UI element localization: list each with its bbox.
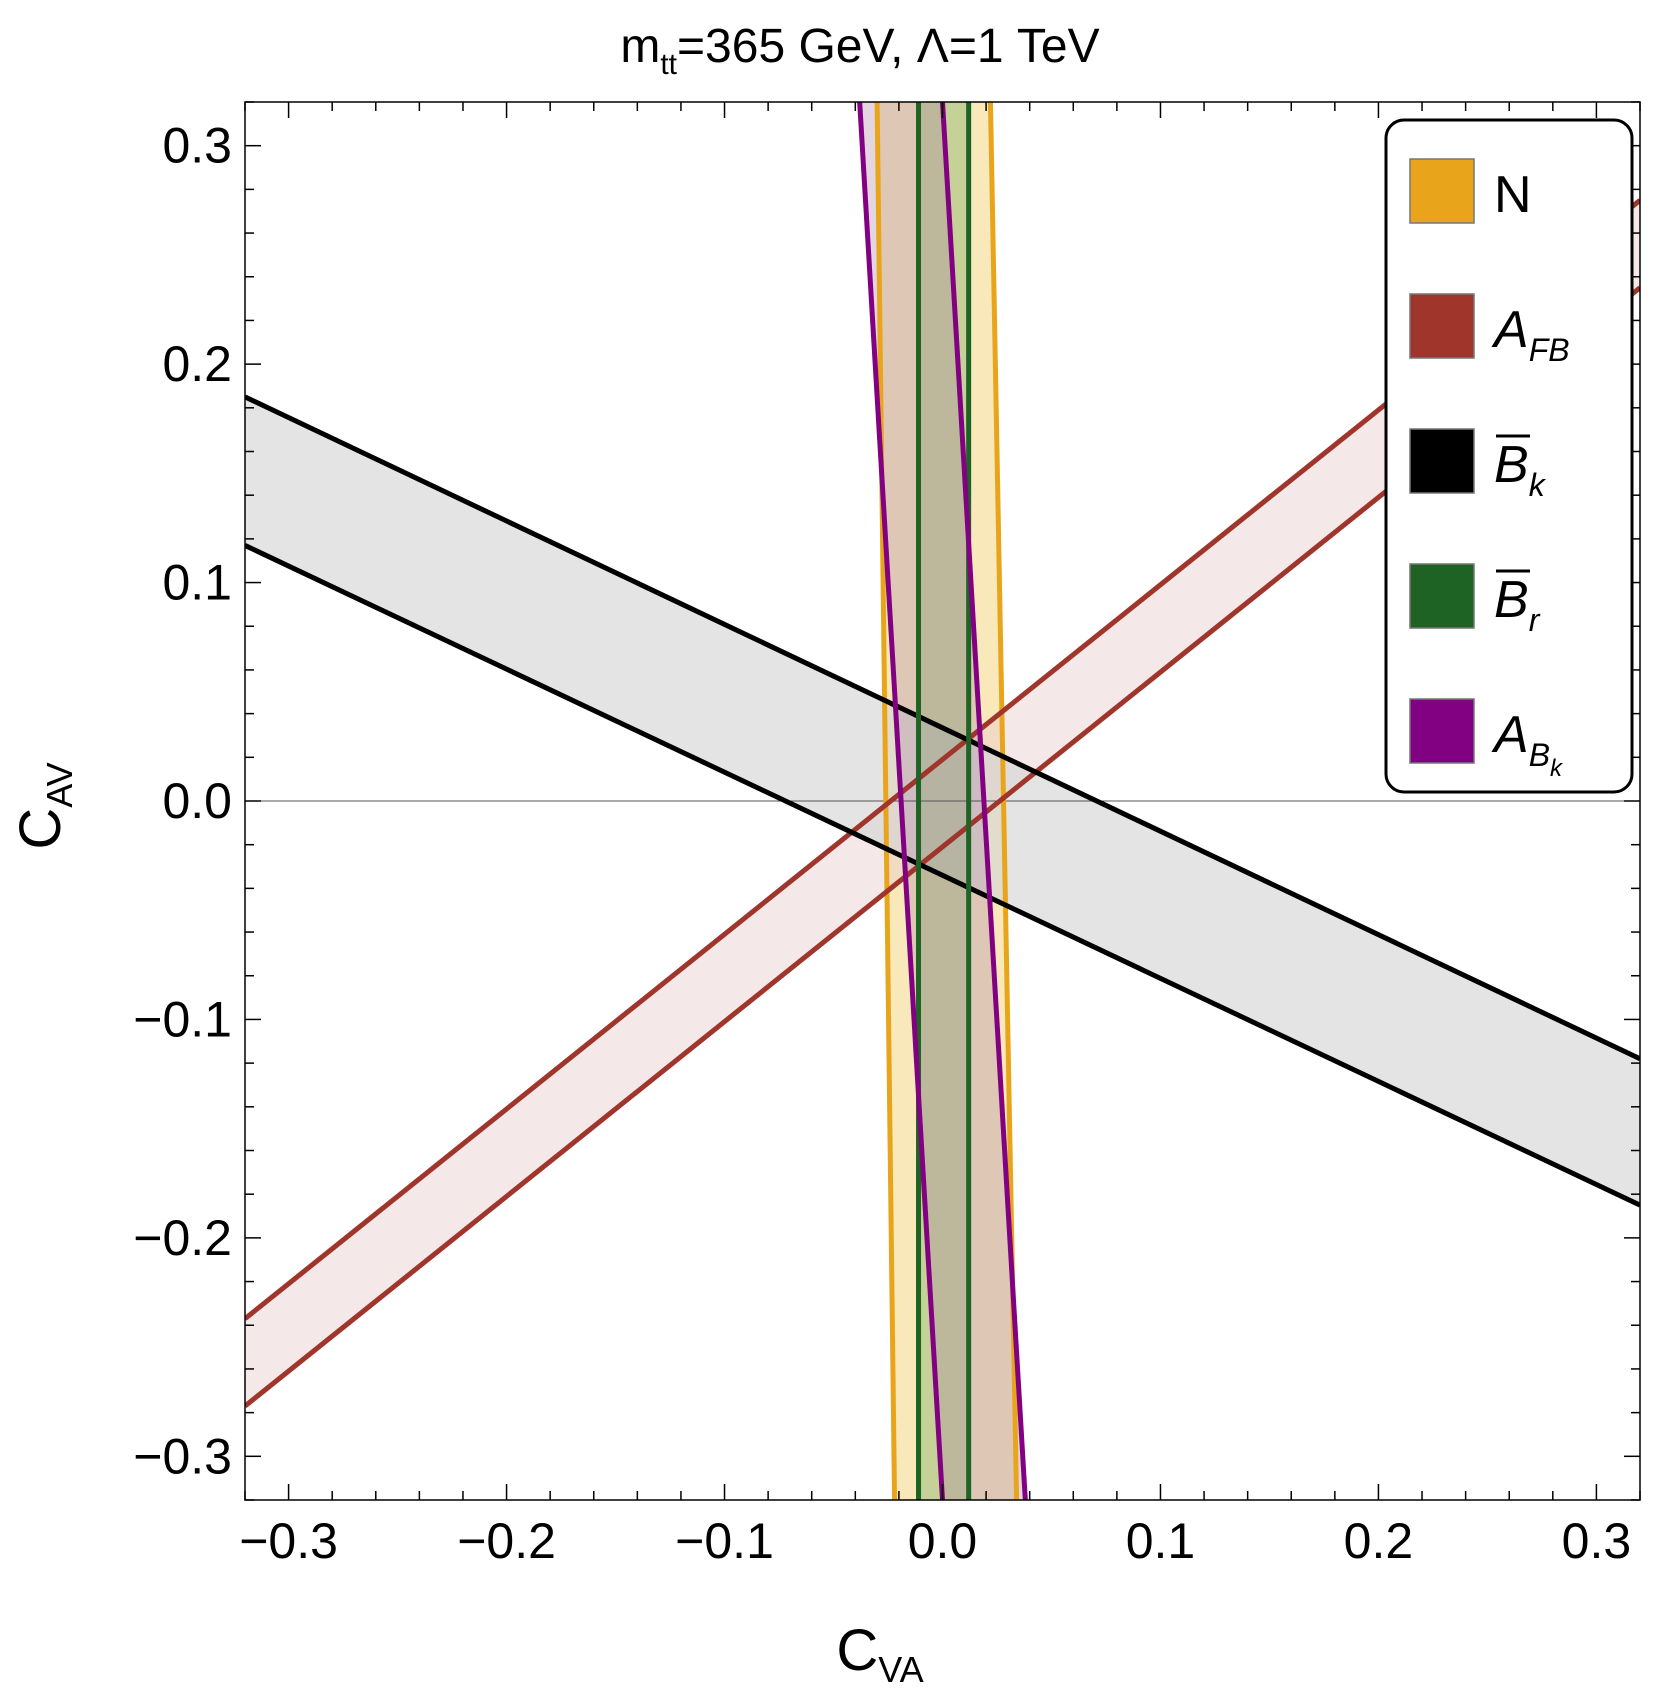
legend-item-b-r: Br <box>1409 563 1541 638</box>
legend-item-b-k: Bk <box>1409 428 1547 503</box>
chart-title: mtt=365 GeV, Λ=1 TeV <box>620 20 1099 81</box>
boundary-a-bk-1 <box>857 102 945 1500</box>
boundary-n-1 <box>874 102 898 1500</box>
y-tick-label: 0.2 <box>162 336 232 392</box>
x-tick-label: 0.0 <box>908 1513 978 1569</box>
x-tick-label: 0.1 <box>1126 1513 1196 1569</box>
legend-item-a-fb: AFB <box>1409 293 1570 368</box>
boundary-a-bk-2 <box>940 102 1028 1500</box>
legend-label: AFB <box>1491 301 1570 368</box>
legend-swatch <box>1409 293 1475 359</box>
legend: N AFB Bk Br ABk <box>1384 118 1634 794</box>
legend-swatch <box>1409 698 1475 764</box>
y-axis-label: CAV <box>8 762 80 849</box>
x-axis-label: CVA <box>836 1618 923 1690</box>
x-tick-label: −0.3 <box>239 1513 338 1569</box>
boundary-b-k-2 <box>245 543 1640 1208</box>
legend-label: ABk <box>1491 706 1564 782</box>
x-tick-label: −0.1 <box>675 1513 774 1569</box>
x-tick-labels: −0.3 −0.2 −0.1 0.0 0.1 0.2 0.3 <box>239 1513 1631 1569</box>
x-tick-label: 0.3 <box>1562 1513 1632 1569</box>
y-tick-labels: −0.3 −0.2 −0.1 0.0 0.1 0.2 0.3 <box>133 118 232 1485</box>
legend-swatch <box>1409 158 1475 224</box>
y-tick-label: 0.0 <box>162 773 232 829</box>
y-tick-label: −0.3 <box>133 1428 232 1484</box>
y-tick-label: 0.3 <box>162 118 232 174</box>
y-tick-label: 0.1 <box>162 555 232 611</box>
legend-item-n: N <box>1409 158 1532 224</box>
x-tick-label: −0.2 <box>457 1513 556 1569</box>
legend-label: N <box>1494 166 1532 224</box>
x-tick-label: 0.2 <box>1344 1513 1414 1569</box>
legend-label: Bk <box>1494 436 1547 503</box>
boundary-b-k-1 <box>245 394 1640 1062</box>
y-tick-label: −0.1 <box>133 991 232 1047</box>
legend-swatch <box>1409 428 1475 494</box>
legend-label: Br <box>1494 571 1541 638</box>
legend-item-a-bk: ABk <box>1409 698 1564 782</box>
legend-swatch <box>1409 563 1475 629</box>
y-tick-label: −0.2 <box>133 1210 232 1266</box>
